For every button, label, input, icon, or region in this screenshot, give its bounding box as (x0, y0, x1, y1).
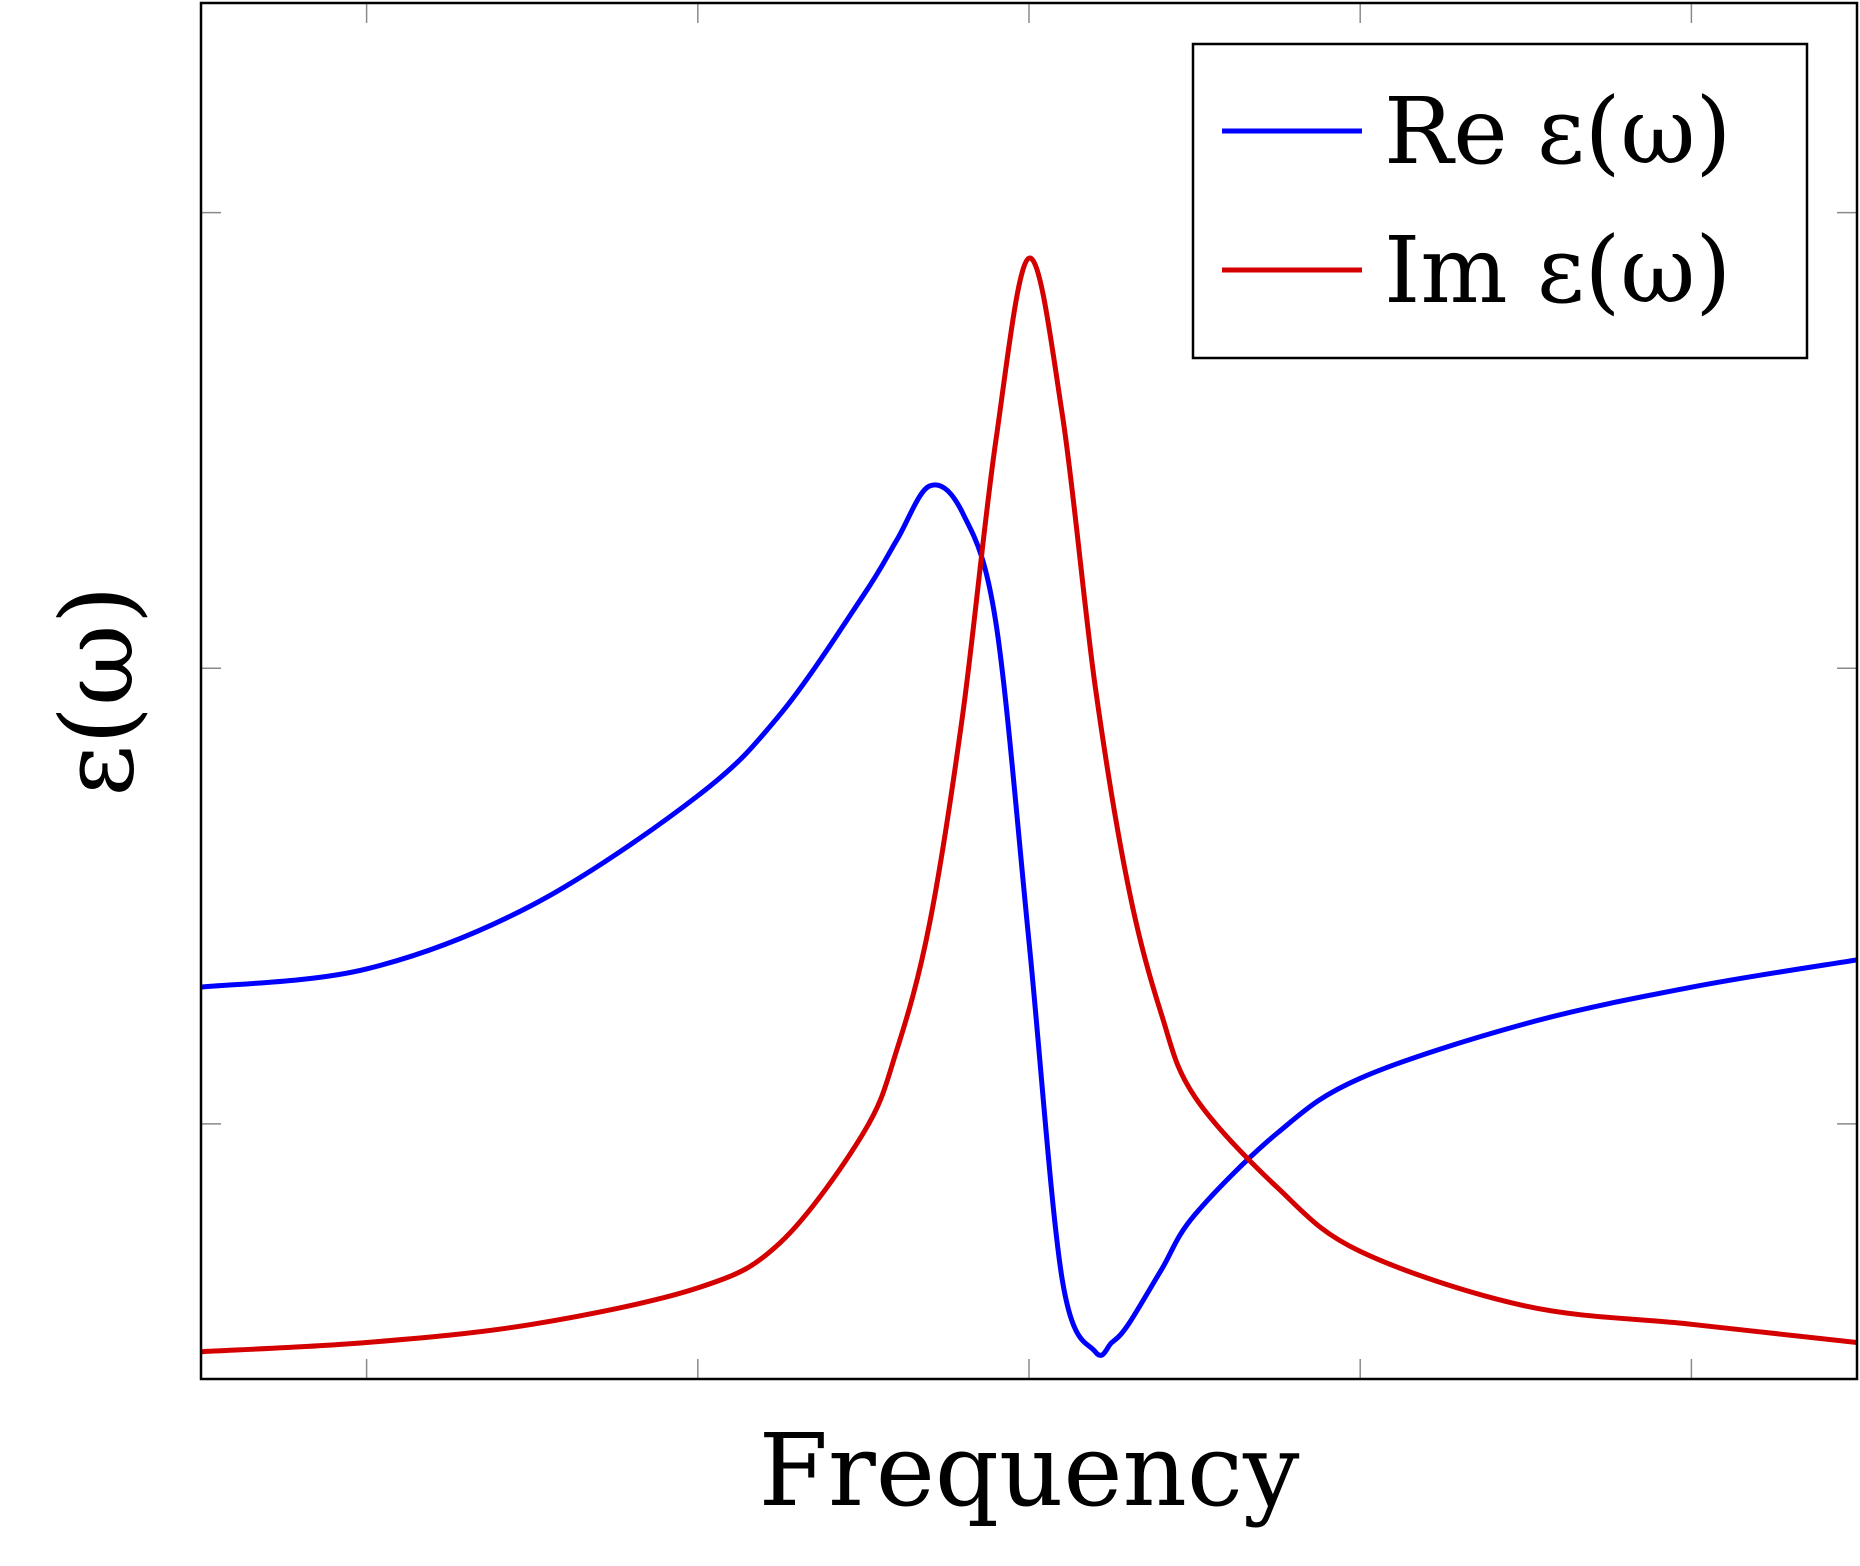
legend-box (1191, 42, 1809, 360)
x-axis-label: Frequency (759, 1412, 1300, 1529)
legend: Re ε(ω) Im ε(ω) (1191, 42, 1809, 360)
legend-label-re: Re ε(ω) (1384, 78, 1731, 185)
y-axis-label: ε(ω) (39, 585, 156, 796)
series-curves (201, 255, 1857, 1358)
axis-ticks (201, 3, 1857, 1379)
legend-label-im: Im ε(ω) (1384, 217, 1731, 324)
series-line-re (201, 482, 1857, 1358)
series-line-im (201, 255, 1857, 1355)
plot-frame (199, 1, 1859, 1381)
